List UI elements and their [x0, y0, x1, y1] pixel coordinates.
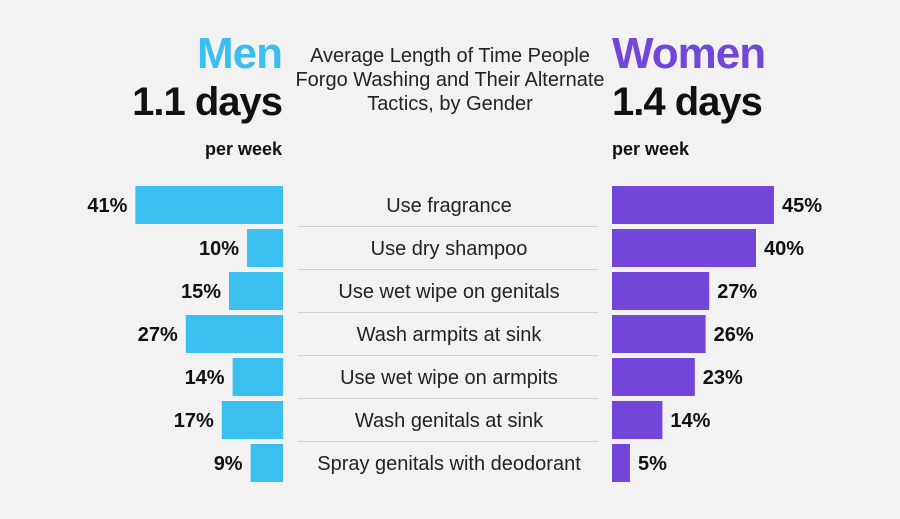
women-header: Women 1.4 days per week	[612, 29, 766, 159]
men-bar-spray-genitals-with-deodorant	[250, 444, 283, 482]
men-value-label: 41%	[87, 195, 127, 217]
women-bar-wash-armpits-at-sink	[612, 315, 706, 353]
women-label: Women	[612, 29, 766, 78]
women-bar-wash-genitals-at-sink	[612, 401, 663, 439]
women-bar-use-dry-shampoo	[612, 229, 756, 267]
men-value-label: 9%	[214, 453, 243, 475]
category-label-use-dry-shampoo: Use dry shampoo	[371, 238, 528, 260]
men-bar-use-wet-wipe-on-genitals	[229, 272, 283, 310]
category-label-use-wet-wipe-on-armpits: Use wet wipe on armpits	[340, 367, 558, 389]
women-bar-use-wet-wipe-on-genitals	[612, 272, 710, 310]
women-bar-use-fragrance	[612, 186, 774, 224]
category-label-wash-armpits-at-sink: Wash armpits at sink	[357, 324, 543, 346]
men-bar-wash-armpits-at-sink	[185, 315, 283, 353]
men-value-label: 17%	[174, 410, 214, 432]
men-header: Men 1.1 days per week	[132, 29, 283, 159]
chart-title: Average Length of Time People Forgo Wash…	[295, 45, 605, 115]
women-value-label: 40%	[764, 238, 804, 260]
men-bar-use-dry-shampoo	[247, 229, 283, 267]
men-bar-use-wet-wipe-on-armpits	[232, 358, 283, 396]
women-value-label: 5%	[638, 453, 667, 475]
women-value-label: 14%	[670, 410, 710, 432]
men-label: Men	[197, 29, 283, 78]
women-value-label: 23%	[703, 367, 743, 389]
men-value-label: 10%	[199, 238, 239, 260]
men-bar-wash-genitals-at-sink	[221, 401, 283, 439]
men-value-label: 14%	[185, 367, 225, 389]
men-value-label: 27%	[138, 324, 178, 346]
men-value-label: 15%	[181, 281, 221, 303]
men-days: 1.1 days	[132, 80, 283, 124]
women-value-label: 45%	[782, 195, 822, 217]
men-bar-use-fragrance	[135, 186, 283, 224]
category-label-use-fragrance: Use fragrance	[386, 195, 512, 217]
women-bar-use-wet-wipe-on-armpits	[612, 358, 695, 396]
category-label-spray-genitals-with-deodorant: Spray genitals with deodorant	[317, 453, 581, 475]
women-value-label: 26%	[714, 324, 754, 346]
women-days: 1.4 days	[612, 80, 763, 124]
category-label-use-wet-wipe-on-genitals: Use wet wipe on genitals	[338, 281, 559, 303]
women-per-week: per week	[612, 139, 690, 159]
women-bar-spray-genitals-with-deodorant	[612, 444, 630, 482]
category-label-wash-genitals-at-sink: Wash genitals at sink	[355, 410, 544, 432]
women-value-label: 27%	[717, 281, 757, 303]
men-per-week: per week	[204, 139, 282, 159]
